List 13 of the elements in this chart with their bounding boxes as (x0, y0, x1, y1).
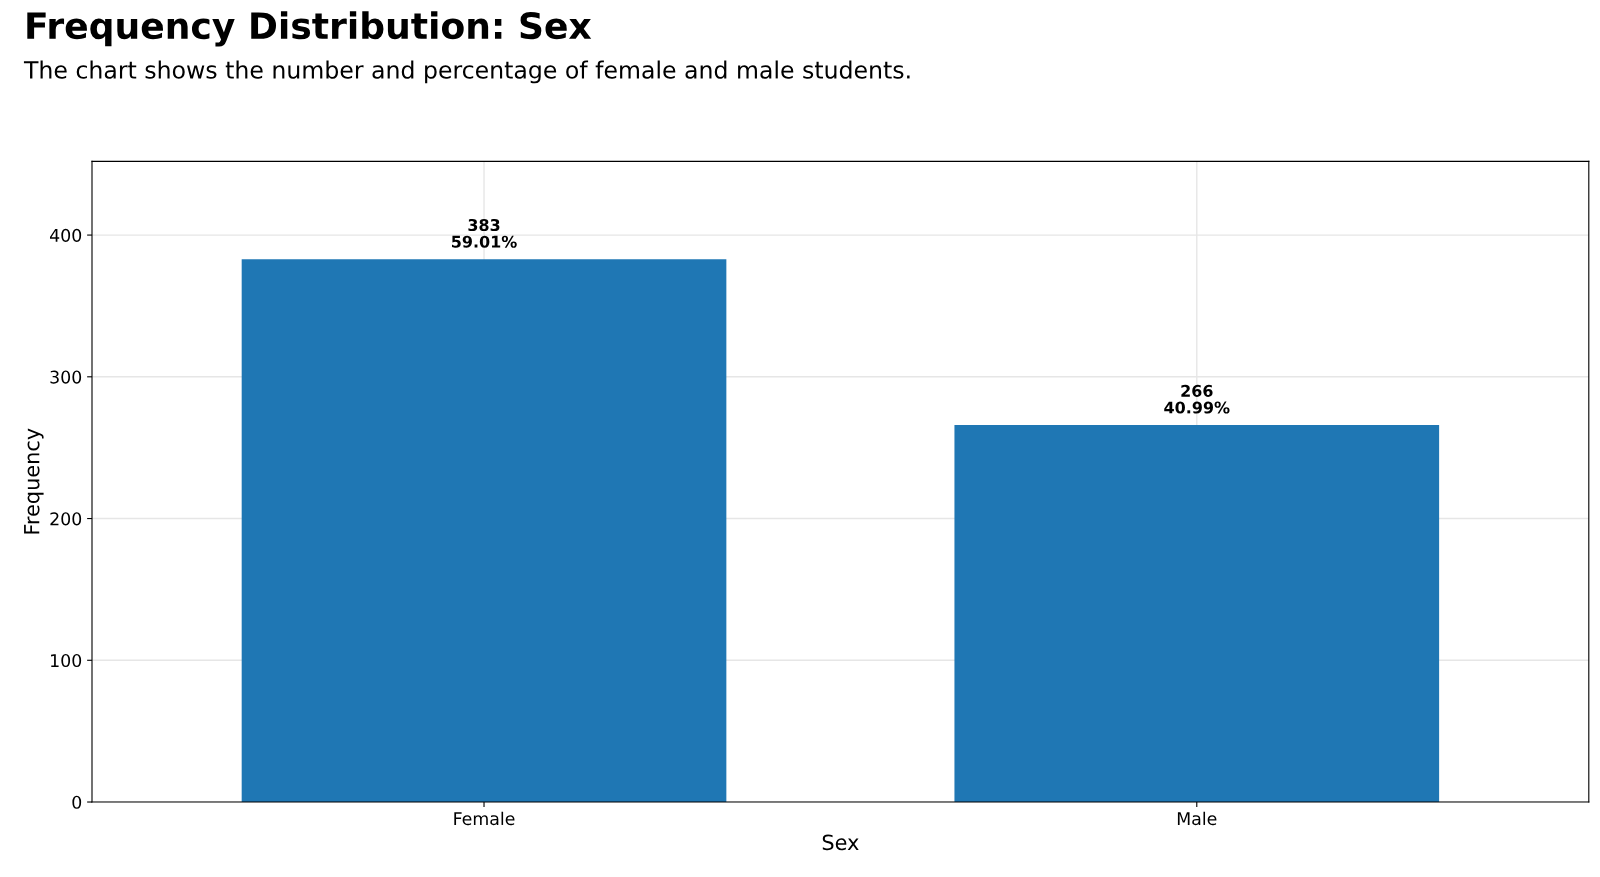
x-tick-label: Female (454, 811, 515, 826)
chart-title: Frequency Distribution: Sex (27, 11, 592, 47)
y-tick-label: 100 (51, 653, 82, 668)
chart-subtitle: The chart shows the number and percentage of female and male students. (23, 60, 910, 84)
data-label: 266 40.99% (1164, 384, 1230, 414)
y-tick-label: 400 (49, 228, 82, 242)
y-tick-label: 300 (50, 370, 82, 384)
y-axis-title: Frequency (24, 428, 44, 534)
data-label: 383 59.01% (451, 218, 517, 248)
y-tick-label: 0 (72, 795, 82, 809)
y-tick-label: 200 (50, 512, 82, 526)
x-tick-label: Male (1177, 811, 1217, 826)
x-axis-title: Sex (822, 834, 859, 851)
